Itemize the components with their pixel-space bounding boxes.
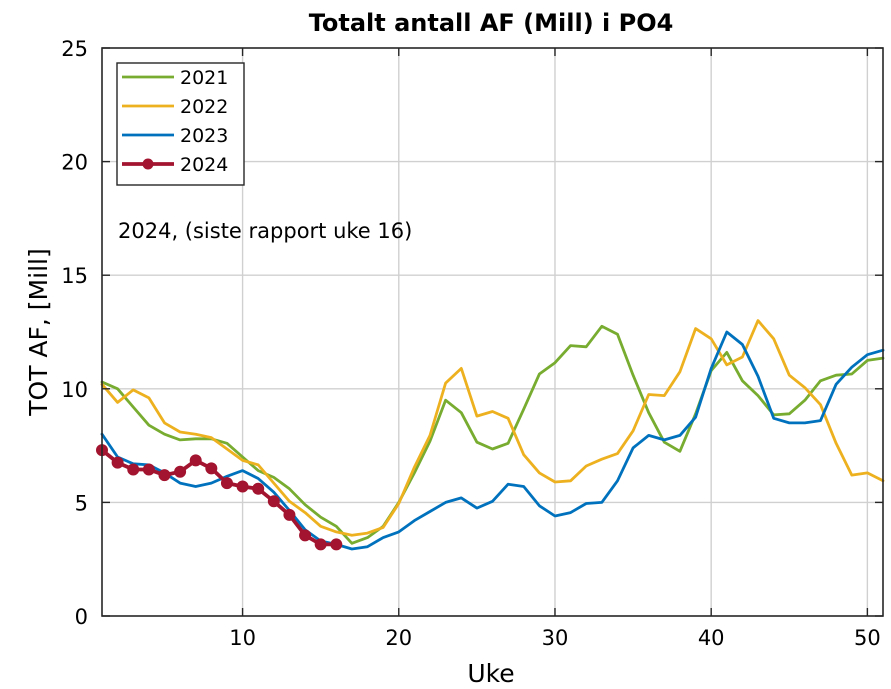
series-line-2023 — [100, 330, 885, 551]
series-line-2022 — [100, 319, 885, 537]
legend-label: 2023 — [180, 125, 228, 147]
data-point-2024 — [189, 454, 202, 467]
plot-frame — [101, 47, 884, 617]
y-tick-label: 20 — [61, 151, 88, 175]
x-tick-label: 50 — [854, 626, 881, 650]
annotation-text: 2024, (siste rapport uke 16) — [118, 219, 412, 243]
series-line-2024 — [100, 448, 339, 547]
data-point-2024 — [236, 480, 249, 493]
legend-item-2021: 2021 — [122, 67, 228, 89]
data-point-2024 — [314, 538, 327, 551]
data-point-2024 — [299, 529, 312, 542]
y-tick-label: 0 — [75, 605, 88, 629]
legend-label: 2021 — [180, 67, 228, 89]
chart-title: Totalt antall AF (Mill) i PO4 — [309, 9, 674, 37]
legend-marker — [142, 158, 154, 170]
y-tick-label: 25 — [61, 37, 88, 61]
legend: 2021 2022 2023 2024 — [116, 62, 245, 186]
x-axis-label: Uke — [467, 659, 514, 688]
legend-label: 2024 — [180, 154, 228, 176]
y-tick-label: 10 — [61, 378, 88, 402]
legend-item-2023: 2023 — [122, 125, 228, 147]
data-point-2024 — [267, 495, 280, 508]
y-tick-label: 15 — [61, 264, 88, 288]
data-point-2024 — [174, 465, 187, 478]
data-point-2024 — [127, 463, 140, 476]
x-tick-label: 10 — [229, 626, 256, 650]
legend-item-2024: 2024 — [122, 154, 228, 176]
legend-item-2022: 2022 — [122, 96, 228, 118]
x-tick-label: 40 — [698, 626, 725, 650]
data-point-2024 — [330, 538, 343, 551]
series-line-2021 — [100, 324, 885, 545]
data-point-2024 — [252, 482, 265, 495]
data-point-2024 — [283, 508, 296, 521]
x-tick-label: 20 — [385, 626, 412, 650]
legend-label: 2022 — [180, 96, 228, 118]
axis-ticks: 10 20 30 40 50 0 5 10 15 20 25 — [61, 37, 883, 650]
data-point-2024 — [158, 469, 171, 482]
y-tick-label: 5 — [75, 491, 88, 515]
data-point-2024 — [142, 463, 155, 476]
data-point-2024 — [220, 477, 233, 490]
x-tick-label: 30 — [542, 626, 569, 650]
data-point-2024 — [205, 462, 218, 475]
data-point-2024 — [111, 456, 124, 469]
y-axis-label: TOT AF, [Mill] — [24, 248, 53, 416]
series-layer — [96, 319, 885, 551]
